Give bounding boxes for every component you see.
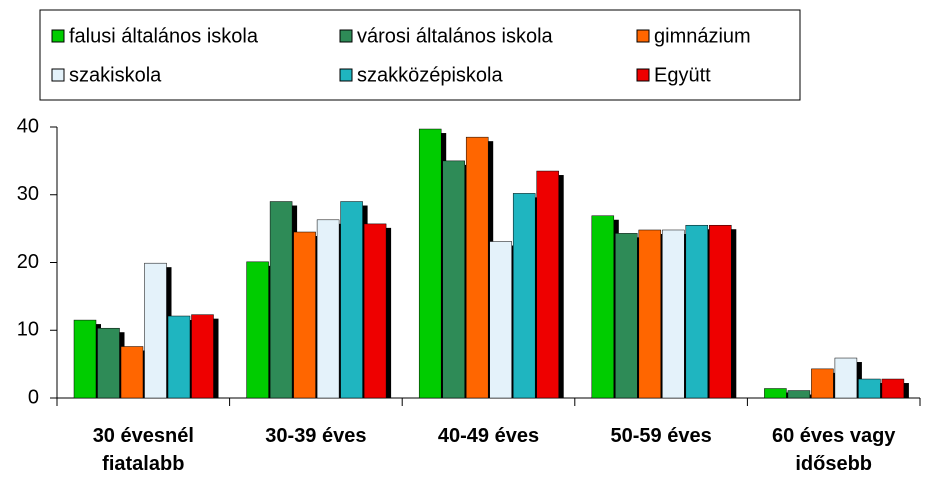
bar — [764, 388, 787, 399]
bar — [316, 219, 340, 399]
y-tick-label: 20 — [17, 251, 39, 273]
legend-swatch — [51, 68, 65, 82]
legend-label: városi általános iskola — [357, 25, 554, 47]
bar — [363, 223, 387, 399]
bar — [191, 314, 214, 399]
x-tick-label: 60 éves vagy idősebb — [771, 425, 896, 475]
bar — [685, 224, 709, 399]
x-tick-label: 30 évesnél fiatalabb — [92, 425, 194, 475]
y-tick-label: 10 — [17, 319, 39, 341]
bar — [442, 160, 465, 399]
bar — [73, 319, 97, 399]
bar — [834, 357, 858, 399]
bar — [465, 136, 489, 399]
x-tick-label: 50-59 éves — [610, 425, 712, 447]
bar — [662, 229, 685, 399]
legend-label: falusi általános iskola — [69, 25, 259, 47]
legend-label: gimnázium — [654, 25, 751, 47]
bar — [536, 170, 559, 399]
legend-swatch — [339, 29, 353, 43]
bar — [269, 201, 293, 399]
bar — [787, 390, 811, 399]
bar — [811, 368, 834, 399]
bar — [512, 193, 536, 399]
y-tick-label: 40 — [17, 115, 39, 137]
x-tick-label: 30-39 éves — [265, 425, 367, 447]
bar — [340, 201, 363, 399]
y-tick-label: 30 — [17, 183, 39, 205]
bar — [489, 241, 512, 399]
bar — [591, 215, 615, 399]
bar — [167, 315, 191, 399]
bar — [120, 346, 144, 399]
legend-box — [39, 9, 801, 101]
legend-swatch — [339, 68, 353, 82]
bar — [144, 262, 167, 399]
bar — [615, 233, 638, 399]
legend-label: szakiskola — [69, 64, 162, 86]
bar — [709, 224, 732, 399]
legend-swatch — [636, 29, 650, 43]
legend-label: szakközépiskola — [357, 64, 504, 86]
bar — [881, 378, 905, 399]
legend-label: Együtt — [654, 64, 711, 86]
bar — [97, 327, 120, 399]
bar — [246, 261, 269, 399]
x-tick-label: 40-49 éves — [437, 425, 540, 447]
legend-swatch — [636, 68, 650, 82]
legend-swatch — [51, 29, 65, 43]
bar — [293, 231, 316, 399]
bar — [418, 128, 442, 399]
bar — [858, 378, 881, 399]
y-tick-label: 0 — [28, 386, 39, 408]
bar — [638, 229, 662, 399]
